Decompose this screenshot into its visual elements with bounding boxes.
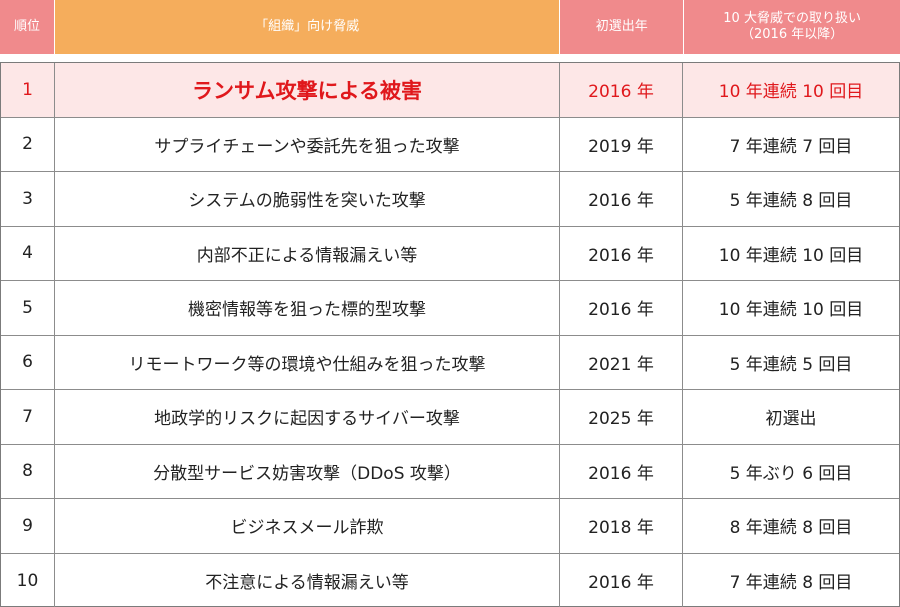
threat-cell: 内部不正による情報漏えい等 [55,226,560,280]
rank-cell: 6 [1,335,55,389]
history-cell: 7 年連続 8 回目 [729,573,853,594]
threat-cell: ランサム攻撃による被害 [55,63,560,117]
threat-cell: サプライチェーンや委託先を狙った攻撃 [55,117,560,171]
rank-cell: 4 [1,226,55,280]
rank-cell: 3 [1,172,55,226]
rank-cell: 9 [1,499,55,553]
rank-cell: 8 [1,444,55,498]
first-year-cell: 2021 年 [560,335,683,389]
first-year-cell: 2016 年 [560,444,683,498]
table-row: 4 内部不正による情報漏えい等 2016 年 10 年連続 10 回目 [1,226,899,281]
first-year-cell: 2016 年 [560,226,683,280]
table-row: 8 分散型サービス妨害攻撃（DDoS 攻撃） 2016 年 5 年ぶり 6 回目 [1,444,899,499]
table-row: 10 不注意による情報漏えい等 2016 年 7 年連続 8 回目 [1,553,899,607]
threat-cell: システムの脆弱性を突いた攻撃 [55,172,560,226]
table-row: 1 ランサム攻撃による被害 2016 年 10 年連続 10 回目 [1,63,899,118]
header-rank: 順位 [0,0,54,54]
header-history-line1: 10 大脅威での取り扱い [723,11,861,26]
header-history: 10 大脅威での取り扱い （2016 年以降） [684,0,900,54]
threat-cell: 不注意による情報漏えい等 [55,553,560,607]
first-year-cell: 2025 年 [560,390,683,444]
rank-cell: 1 [1,63,55,117]
rank-cell: 10 [1,553,55,607]
rank-cell: 7 [1,390,55,444]
threat-cell: 分散型サービス妨害攻撃（DDoS 攻撃） [55,444,560,498]
history-cell: 5 年連続 8 回目 [729,191,853,212]
table-header: 順位 「組織」向け脅威 初選出年 10 大脅威での取り扱い （2016 年以降） [0,0,900,54]
header-threat: 「組織」向け脅威 [54,0,560,54]
table-row: 7 地政学的リスクに起因するサイバー攻撃 2025 年 初選出 [1,390,899,445]
history-cell: 7 年連続 7 回目 [729,136,853,157]
history-cell: 初選出 [765,409,817,430]
table-row: 3 システムの脆弱性を突いた攻撃 2016 年 5 年連続 8 回目 [1,172,899,227]
threat-table-body: 1 ランサム攻撃による被害 2016 年 10 年連続 10 回目 2 サプライ… [0,62,900,607]
rank-cell: 2 [1,117,55,171]
rank-cell: 5 [1,281,55,335]
header-first-year: 初選出年 [560,0,684,54]
table-row: 2 サプライチェーンや委託先を狙った攻撃 2019 年 7 年連続 7 回目 [1,117,899,172]
header-history-line2: （2016 年以降） [741,27,844,42]
first-year-cell: 2018 年 [560,499,683,553]
first-year-cell: 2016 年 [560,553,683,607]
threat-cell: ビジネスメール詐欺 [55,499,560,553]
table-row: 6 リモートワーク等の環境や仕組みを狙った攻撃 2021 年 5 年連続 5 回… [1,335,899,390]
threat-cell: 機密情報等を狙った標的型攻撃 [55,281,560,335]
first-year-cell: 2016 年 [560,172,683,226]
table-row: 5 機密情報等を狙った標的型攻撃 2016 年 10 年連続 10 回目 [1,281,899,336]
history-cell: 10 年連続 10 回目 [718,245,864,266]
history-cell: 8 年連続 8 回目 [729,518,853,539]
first-year-cell: 2016 年 [560,63,683,117]
threat-cell: 地政学的リスクに起因するサイバー攻撃 [55,390,560,444]
history-cell: 5 年連続 5 回目 [729,354,853,375]
threat-cell: リモートワーク等の環境や仕組みを狙った攻撃 [55,335,560,389]
history-cell: 10 年連続 10 回目 [718,82,864,103]
first-year-cell: 2016 年 [560,281,683,335]
first-year-cell: 2019 年 [560,117,683,171]
history-cell: 10 年連続 10 回目 [718,300,864,321]
table-row: 9 ビジネスメール詐欺 2018 年 8 年連続 8 回目 [1,499,899,554]
history-cell: 5 年ぶり 6 回目 [729,463,853,484]
